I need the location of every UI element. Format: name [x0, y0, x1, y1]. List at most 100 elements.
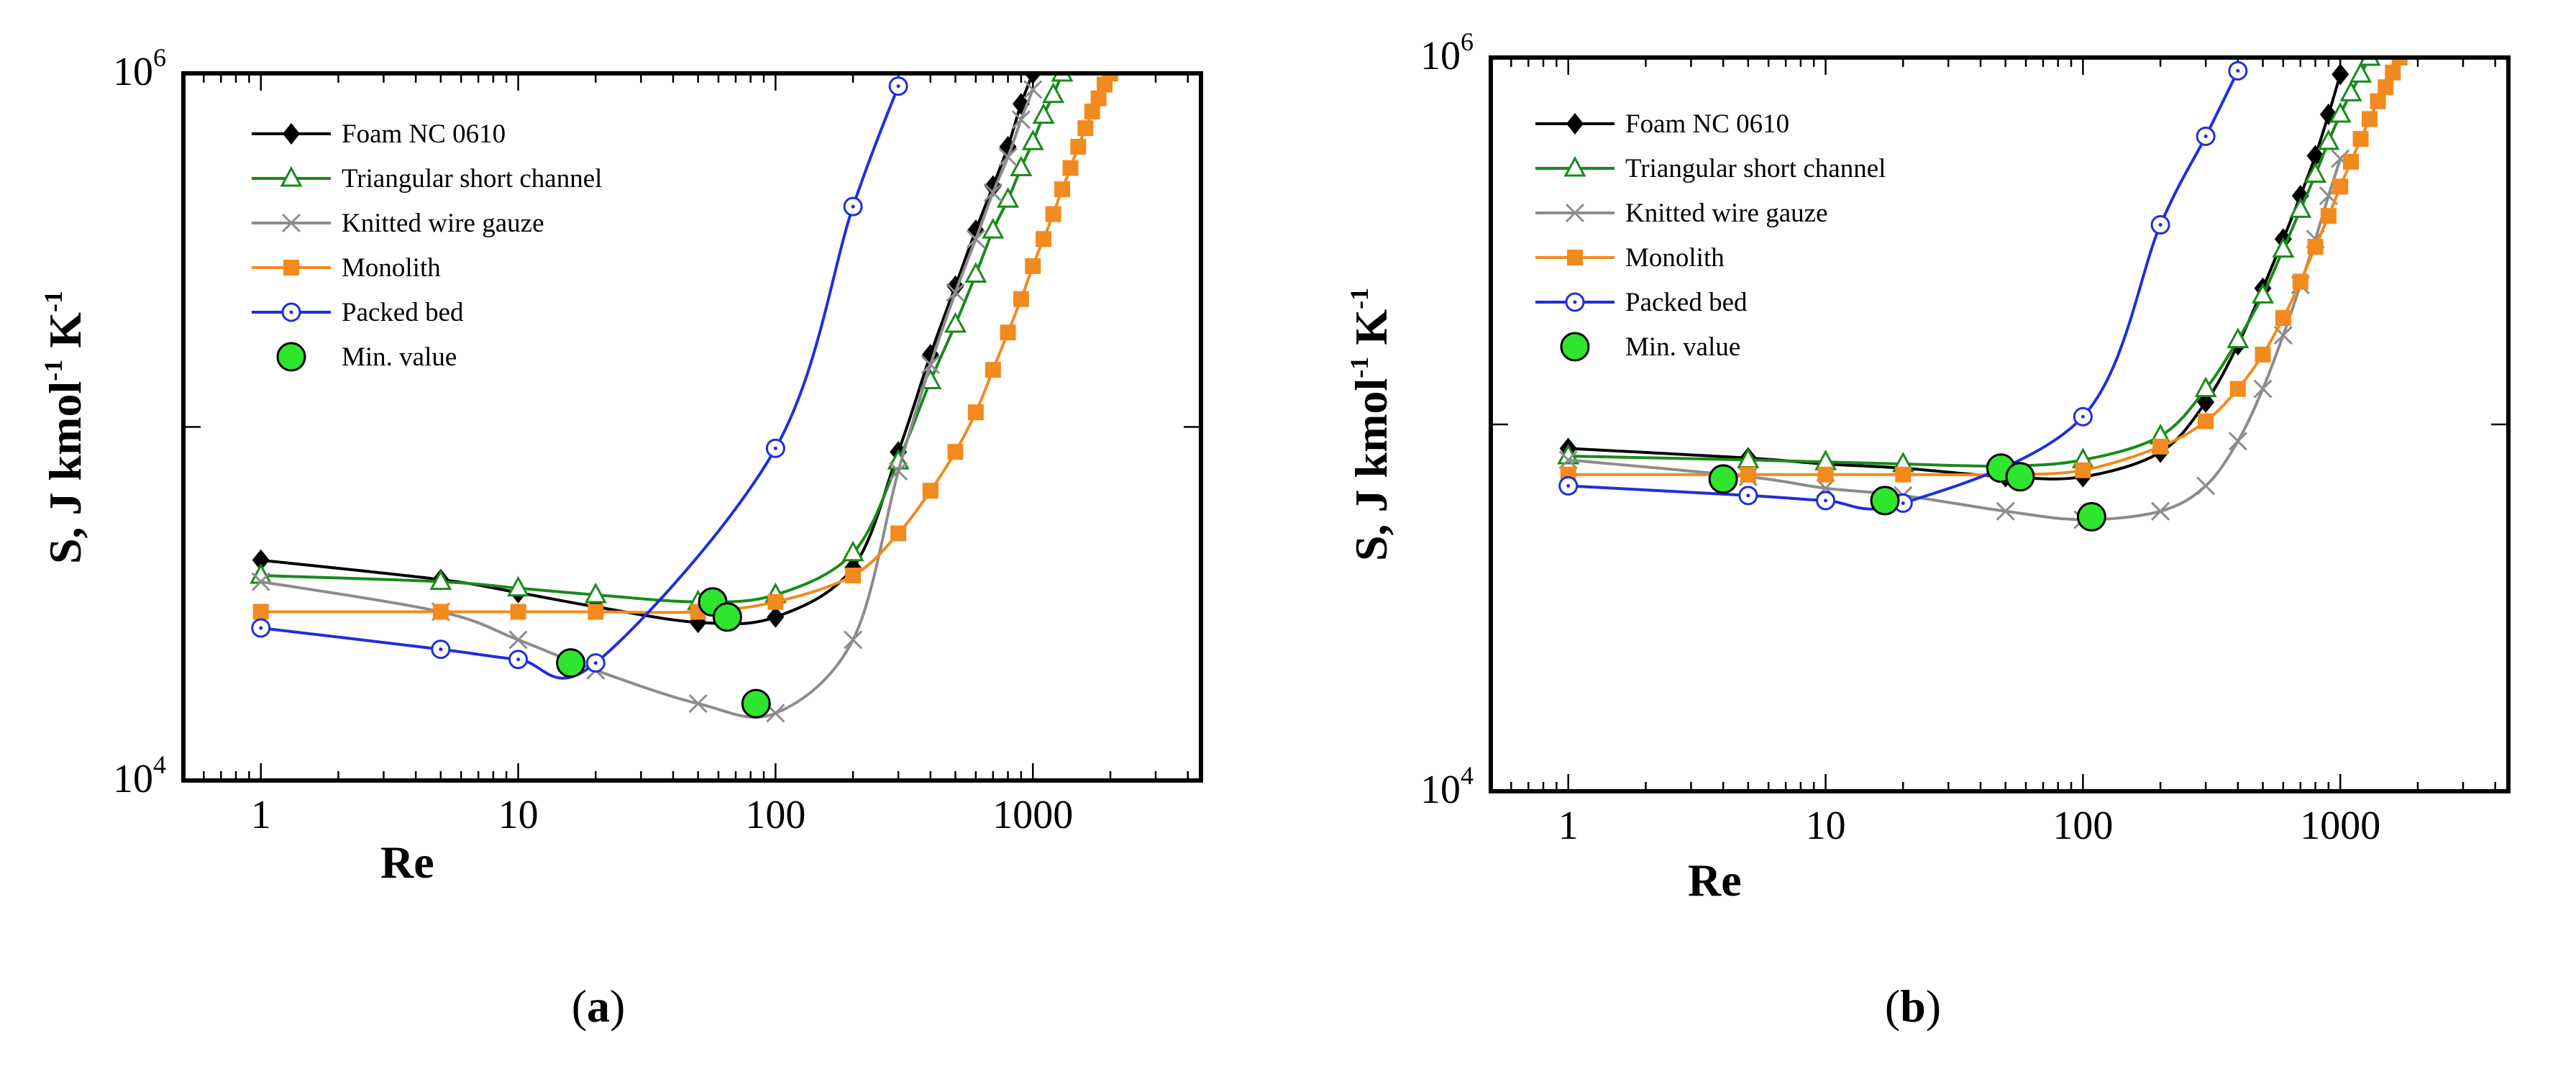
data-point-min-value: [741, 688, 771, 719]
legend-item-min-value: Min. value: [1560, 332, 1740, 362]
data-point-monolith: [1045, 206, 1061, 222]
plot-frame: [1489, 55, 2511, 793]
legend-marker: [283, 123, 300, 145]
data-point-triangular-short-channel: [2289, 197, 2312, 218]
data-point-knitted-wire-gauze: [2228, 432, 2247, 451]
marker-stroke: [281, 213, 301, 233]
legend-item-monolith: Monolith: [1535, 243, 1725, 273]
panel-label-paren: ): [1926, 980, 1941, 1032]
y-tick-exponent: 6: [153, 43, 166, 72]
data-point-monolith: [2370, 93, 2386, 109]
series-packed-bed: [251, 76, 908, 680]
marker-stroke: [921, 355, 940, 375]
data-point-monolith: [2275, 310, 2291, 327]
data-point-monolith: [2152, 438, 2169, 455]
marker-stroke: [1558, 450, 1578, 470]
data-point-monolith: [2075, 462, 2091, 478]
panel-label: (a): [572, 980, 626, 1032]
y-title-part: K: [40, 312, 91, 360]
legend-item-min-value: Min. value: [276, 342, 457, 372]
series-line-triangular-short-channel: [260, 73, 1064, 604]
data-point-packed-bed: [431, 640, 451, 660]
y-title-superscript: -1: [39, 291, 68, 312]
y-tick-label: 104: [1420, 761, 1474, 812]
data-point-monolith: [2255, 346, 2271, 363]
legend-label: Foam NC 0610: [342, 119, 506, 149]
y-tick-label: 106: [113, 43, 166, 94]
data-point-triangular-short-channel: [997, 187, 1020, 208]
data-point-monolith: [1084, 104, 1100, 120]
data-point-foam-nc-0610: [767, 606, 785, 628]
marker-dot: [851, 204, 855, 209]
data-point-monolith: [890, 525, 907, 542]
data-point-knitted-wire-gauze: [998, 147, 1018, 167]
data-point-packed-bed: [1558, 475, 1579, 496]
data-point-monolith: [1070, 139, 1087, 155]
data-point-monolith: [432, 604, 449, 620]
legend-item-monolith: Monolith: [252, 253, 441, 283]
marker-stroke: [766, 704, 785, 723]
data-point-monolith: [1102, 73, 1118, 81]
marker-dot: [2236, 68, 2240, 73]
legend-marker: [1566, 113, 1584, 135]
y-title-part: S, J kmol: [1346, 378, 1397, 561]
marker-stroke: [844, 630, 863, 650]
data-point-triangular-short-channel: [2226, 327, 2250, 348]
axis-ticks: [182, 72, 1201, 782]
y-tick-exponent: 6: [1461, 27, 1474, 56]
marker-stroke: [2331, 149, 2350, 168]
legend-label: Min. value: [1625, 332, 1740, 362]
marker-stroke: [966, 229, 985, 249]
legend-item-foam-nc-0610: Foam NC 0610: [252, 119, 506, 149]
data-point-monolith: [2292, 273, 2308, 290]
data-point-monolith: [2391, 58, 2408, 65]
y-tick-label: 106: [1420, 27, 1474, 78]
legend-marker: [283, 260, 299, 276]
marker-stroke: [2273, 325, 2293, 345]
data-point-knitted-wire-gauze: [2151, 501, 2170, 521]
data-point-foam-nc-0610: [252, 549, 270, 571]
legend-marker: [1565, 203, 1585, 223]
x-tick-label: 1000: [992, 793, 1073, 837]
legend-label: Min. value: [342, 342, 457, 372]
data-point-triangular-short-channel: [841, 540, 864, 562]
x-tick-label: 1: [1558, 804, 1579, 848]
marker-stroke: [688, 694, 708, 714]
x-tick-label: 1000: [2300, 804, 2380, 848]
y-tick-base: 10: [1420, 768, 1461, 812]
legend-label: Monolith: [1625, 243, 1725, 273]
legend: Foam NC 0610 Triangular short channel Knit…: [252, 119, 602, 372]
y-title-superscript: -1: [39, 360, 68, 381]
y-title-part: S, J kmol: [40, 381, 91, 564]
legend-label: Knitted wire gauze: [342, 209, 544, 238]
y-tick-base: 10: [113, 50, 153, 94]
marker-stroke: [251, 572, 270, 591]
data-point-monolith: [1025, 258, 1041, 274]
data-point-monolith: [2332, 178, 2349, 195]
data-point-knitted-wire-gauze: [1023, 80, 1043, 99]
data-point-knitted-wire-gauze: [2253, 379, 2273, 399]
y-axis-title: S, J kmol-1 K-1: [39, 291, 91, 564]
marker-dot: [289, 310, 293, 314]
legend-item-packed-bed: Packed bed: [1535, 288, 1748, 317]
data-point-knitted-wire-gauze: [921, 355, 940, 375]
data-point-knitted-wire-gauze: [2196, 476, 2216, 496]
data-point-triangular-short-channel: [2304, 162, 2327, 183]
data-point-monolith: [1013, 291, 1029, 307]
data-point-triangular-short-channel: [982, 217, 1005, 239]
data-point-monolith: [985, 362, 1001, 378]
data-point-triangular-short-channel: [1021, 129, 1044, 150]
legend-marker: [281, 302, 301, 322]
data-point-monolith: [588, 604, 604, 620]
data-point-monolith: [2378, 79, 2394, 96]
legend-item-triangular-short-channel: Triangular short channel: [252, 164, 602, 194]
data-point-monolith: [510, 604, 526, 620]
data-point-knitted-wire-gauze: [966, 229, 985, 249]
legend-item-knitted-wire-gauze: Knitted wire gauze: [1535, 199, 1828, 228]
legend-marker: [1567, 250, 1583, 265]
marker-stroke: [2151, 501, 2170, 521]
legend-item-foam-nc-0610: Foam NC 0610: [1535, 109, 1789, 139]
data-point-knitted-wire-gauze: [1996, 501, 2015, 521]
legend: Foam NC 0610 Triangular short channel Knit…: [1535, 109, 1886, 362]
y-title-superscript: -1: [1345, 288, 1374, 309]
